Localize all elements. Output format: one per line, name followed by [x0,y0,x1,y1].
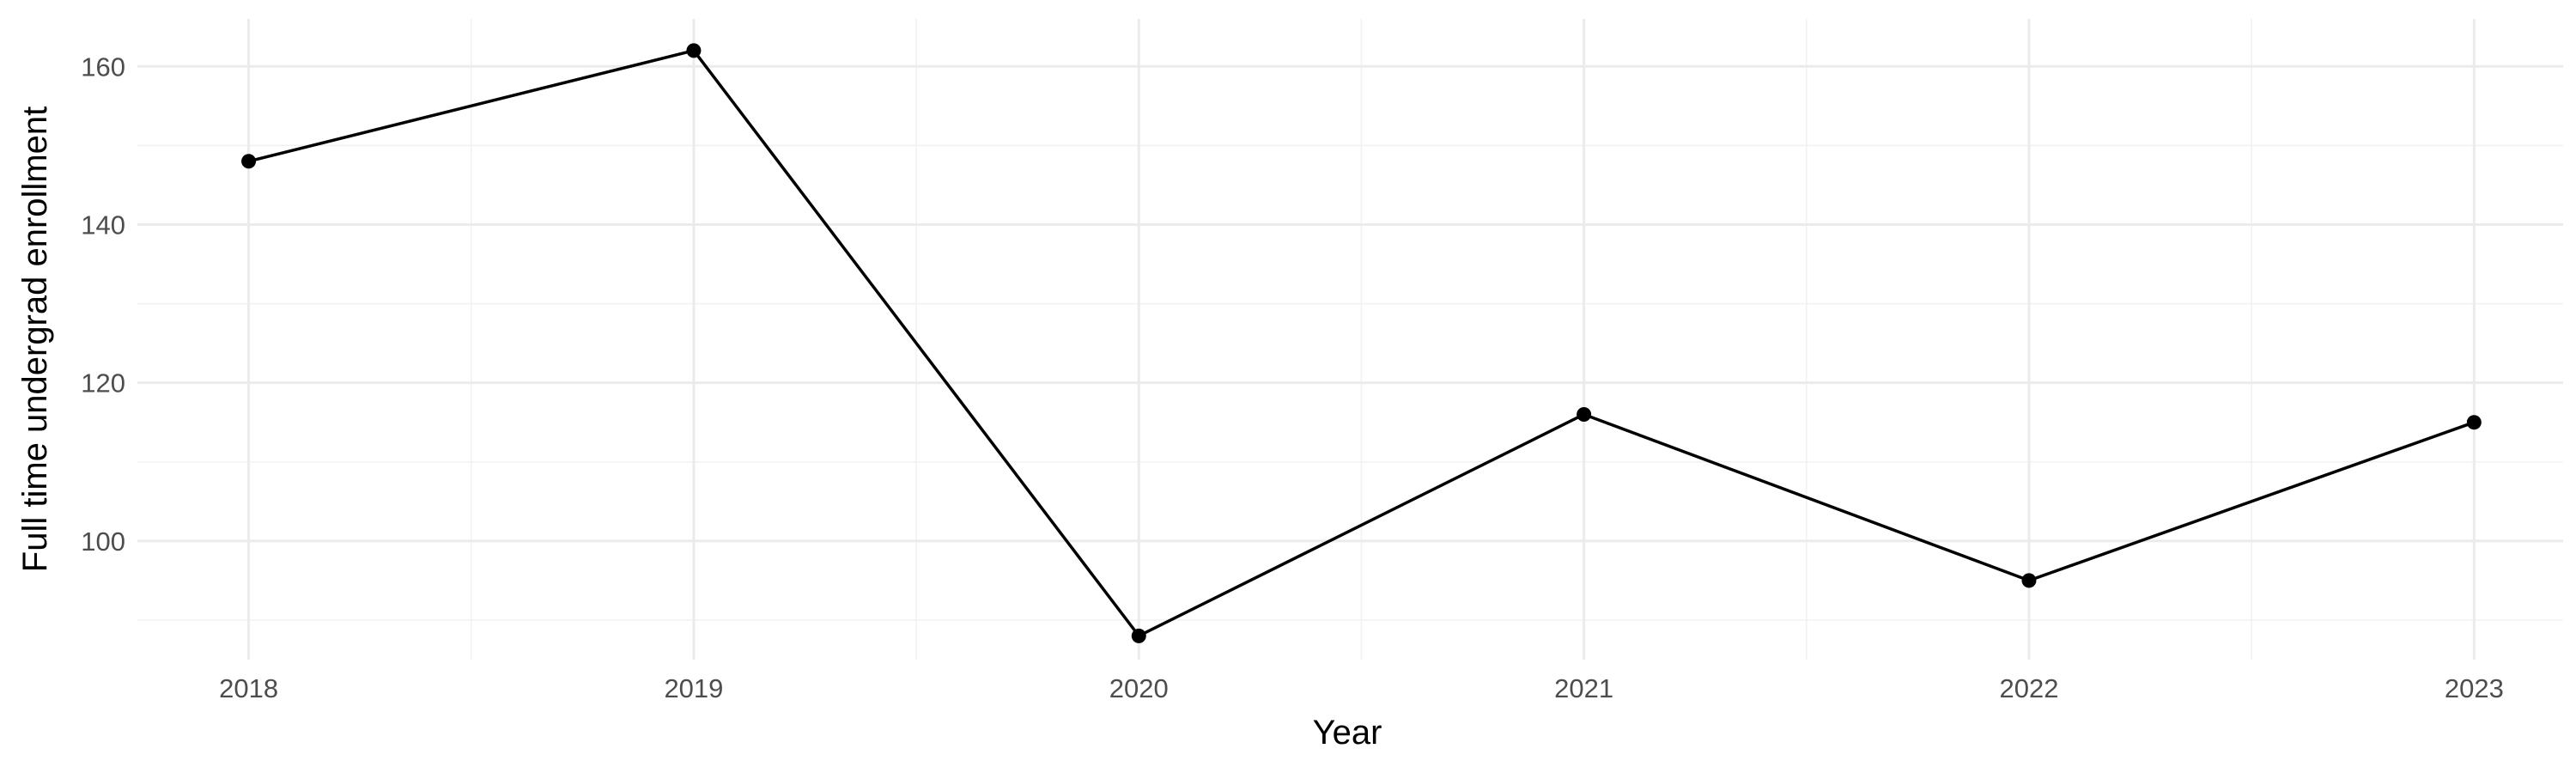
y-tick-label: 100 [81,526,125,557]
y-tick-label: 120 [81,368,125,399]
data-point-2023 [2466,415,2482,430]
series-line [248,49,2475,638]
series-layer [241,43,2482,643]
y-tick-label: 140 [81,210,125,240]
x-axis-tick-labels: 2018 2019 2020 2021 2022 2023 [219,673,2504,703]
major-gridlines [137,19,2563,660]
y-axis-tick-labels: 100 120 140 160 [81,52,125,557]
data-point-2021 [1577,406,1592,422]
minor-gridlines [137,19,2563,660]
x-tick-label: 2023 [2445,673,2504,703]
x-tick-label: 2021 [1554,673,1613,703]
y-tick-label: 160 [81,52,125,82]
x-tick-label: 2018 [219,673,278,703]
y-axis-title: Full time undergrad enrollment [16,107,54,572]
data-point-2022 [2021,573,2037,588]
x-tick-label: 2020 [1109,673,1169,703]
data-point-2019 [686,43,702,58]
data-point-2018 [241,154,257,169]
x-tick-label: 2019 [664,673,723,703]
x-tick-label: 2022 [1999,673,2058,703]
data-point-2020 [1131,628,1146,643]
x-axis-title: Year [1313,714,1382,752]
